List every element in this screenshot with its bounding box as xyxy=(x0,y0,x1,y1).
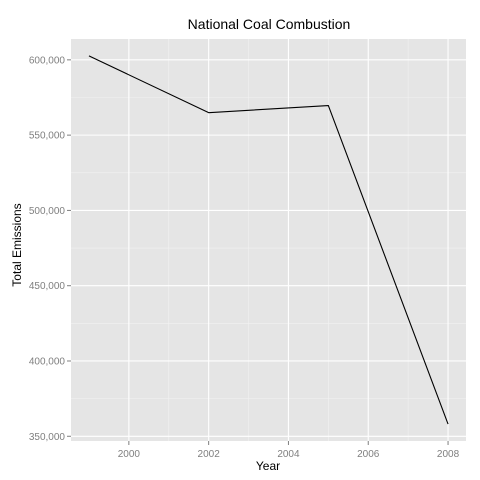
x-tick-label: 2002 xyxy=(198,449,221,460)
chart-title: National Coal Combustion xyxy=(188,16,351,32)
series-layer xyxy=(88,55,449,425)
x-axis-title: Year xyxy=(256,459,280,473)
y-axis: 350,000 400,000 450,000 500,000 550,000 600,0… xyxy=(29,55,71,443)
x-axis: 2000 2002 2004 2006 2008 xyxy=(118,441,460,460)
series-line xyxy=(88,55,449,425)
y-tick-label: 350,000 xyxy=(29,432,66,443)
y-tick-label: 450,000 xyxy=(29,281,66,292)
y-tick-label: 400,000 xyxy=(29,356,66,367)
y-tick-label: 500,000 xyxy=(29,206,66,217)
x-tick-label: 2008 xyxy=(437,449,460,460)
grid-major xyxy=(71,39,466,441)
y-tick-label: 600,000 xyxy=(29,55,66,66)
y-axis-title: Total Emissions xyxy=(10,203,24,286)
plot-panel xyxy=(71,39,466,441)
y-tick-label: 550,000 xyxy=(29,131,66,142)
x-tick-label: 2004 xyxy=(277,449,300,460)
x-tick-label: 2000 xyxy=(118,449,141,460)
x-tick-label: 2006 xyxy=(357,449,380,460)
